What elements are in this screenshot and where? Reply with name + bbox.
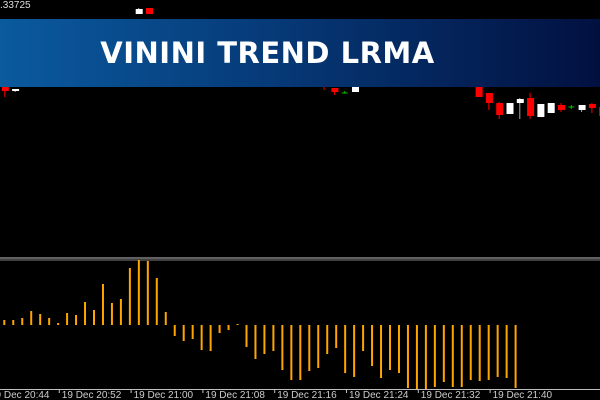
candle — [578, 105, 586, 112]
candle — [547, 103, 555, 113]
candle-body — [12, 89, 20, 91]
candle — [485, 93, 493, 110]
candle — [568, 105, 575, 109]
candle-body — [516, 99, 524, 103]
candle-body — [1, 87, 9, 91]
time-axis-label: 19 Dec 21:32 — [420, 390, 481, 400]
title-banner: VININI TREND LRMA — [0, 19, 600, 87]
time-axis-label: 19 Dec 21:08 — [205, 390, 265, 400]
candle-body — [146, 8, 153, 14]
candle — [588, 103, 596, 113]
candle-body — [352, 87, 359, 92]
candle-body — [496, 103, 504, 115]
candle-body — [527, 98, 535, 116]
price-scale-label: .33725 — [0, 0, 31, 11]
candle — [475, 87, 483, 97]
candle — [146, 8, 153, 14]
time-axis-label: 19 Dec 21:40 — [492, 390, 553, 400]
time-axis-label: 19 Dec 21:00 — [133, 390, 194, 400]
candle — [341, 91, 348, 94]
candles — [1, 8, 600, 119]
time-ticks — [58, 389, 491, 393]
time-axis-label: 19 Dec 20:44 — [0, 390, 50, 400]
candle-body — [588, 104, 596, 108]
candle — [331, 88, 339, 95]
candle — [496, 102, 504, 119]
candle — [537, 104, 545, 117]
banner-title: VININI TREND LRMA — [100, 36, 435, 70]
candle-body — [558, 105, 565, 110]
candle — [506, 103, 514, 114]
candle — [516, 98, 524, 119]
candle-body — [135, 9, 143, 14]
candle — [527, 93, 535, 119]
time-axis-label: 19 Dec 21:24 — [349, 390, 409, 400]
candle — [135, 8, 143, 14]
candle-body — [485, 93, 493, 103]
candle — [12, 89, 20, 92]
candle-body — [537, 104, 545, 117]
candle — [352, 87, 359, 92]
candle-body — [506, 103, 514, 114]
candle-body — [331, 88, 339, 92]
time-axis-label: 19 Dec 21:16 — [277, 390, 337, 400]
candle — [1, 87, 9, 97]
candle-body — [578, 105, 586, 110]
time-axis-label: 19 Dec 20:52 — [61, 390, 122, 400]
candle-body — [475, 87, 483, 97]
candle — [558, 103, 565, 112]
candle-body — [547, 103, 555, 113]
histogram — [3, 260, 517, 389]
